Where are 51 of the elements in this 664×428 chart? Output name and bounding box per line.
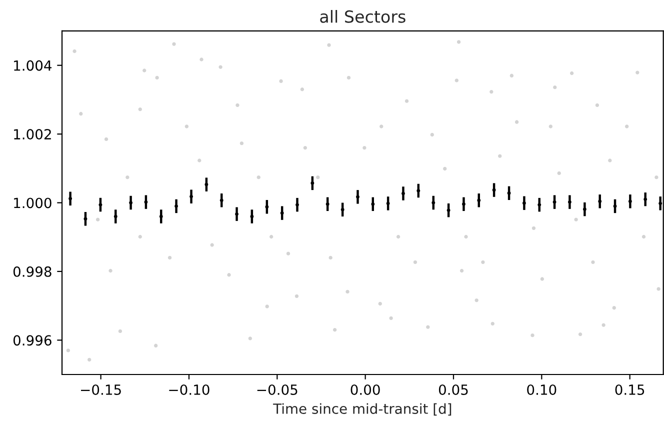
point [265, 205, 269, 209]
x-tick-label: −0.10 [169, 384, 210, 395]
point [144, 200, 148, 204]
point [386, 202, 390, 206]
x-tick-label: 0.05 [438, 384, 468, 395]
point [613, 204, 617, 208]
point [371, 202, 375, 206]
x-axis-title: Time since mid-transit [d] [273, 403, 452, 416]
point [356, 195, 360, 199]
y-tick-label: 1.004 [14, 60, 52, 71]
point [538, 203, 542, 207]
point [402, 192, 405, 196]
point [68, 196, 72, 200]
point [326, 202, 330, 206]
point [174, 204, 178, 208]
x-tick-label: −0.05 [257, 384, 298, 395]
point [98, 203, 102, 207]
y-tick-label: 1.000 [14, 198, 52, 208]
x-tick-label: −0.15 [81, 384, 121, 395]
point [159, 214, 163, 218]
point [204, 182, 208, 186]
point [568, 200, 572, 204]
y-tick-label: 0.998 [13, 266, 52, 277]
x-tick-label: 0.00 [350, 384, 380, 395]
point [582, 208, 586, 212]
point [114, 214, 118, 218]
point [296, 203, 299, 207]
point [129, 201, 133, 204]
y-tick-label: 0.996 [13, 335, 52, 346]
point [416, 188, 420, 192]
point [462, 202, 466, 206]
point [446, 208, 450, 212]
point [250, 214, 254, 218]
x-tick-label: 0.15 [615, 384, 644, 395]
chart-title: all Sectors [320, 10, 406, 23]
y-tick-label: 1.002 [14, 129, 51, 140]
point [280, 211, 284, 215]
point [340, 208, 344, 212]
point [235, 212, 239, 216]
point [552, 200, 556, 204]
x-tick-label: 0.10 [527, 384, 556, 395]
point [310, 181, 314, 185]
point [84, 217, 88, 221]
point [432, 201, 436, 204]
point [507, 191, 511, 195]
point [628, 200, 632, 204]
point [492, 188, 496, 192]
point [220, 198, 224, 202]
point [190, 194, 194, 198]
point [477, 198, 481, 202]
point [522, 201, 526, 205]
